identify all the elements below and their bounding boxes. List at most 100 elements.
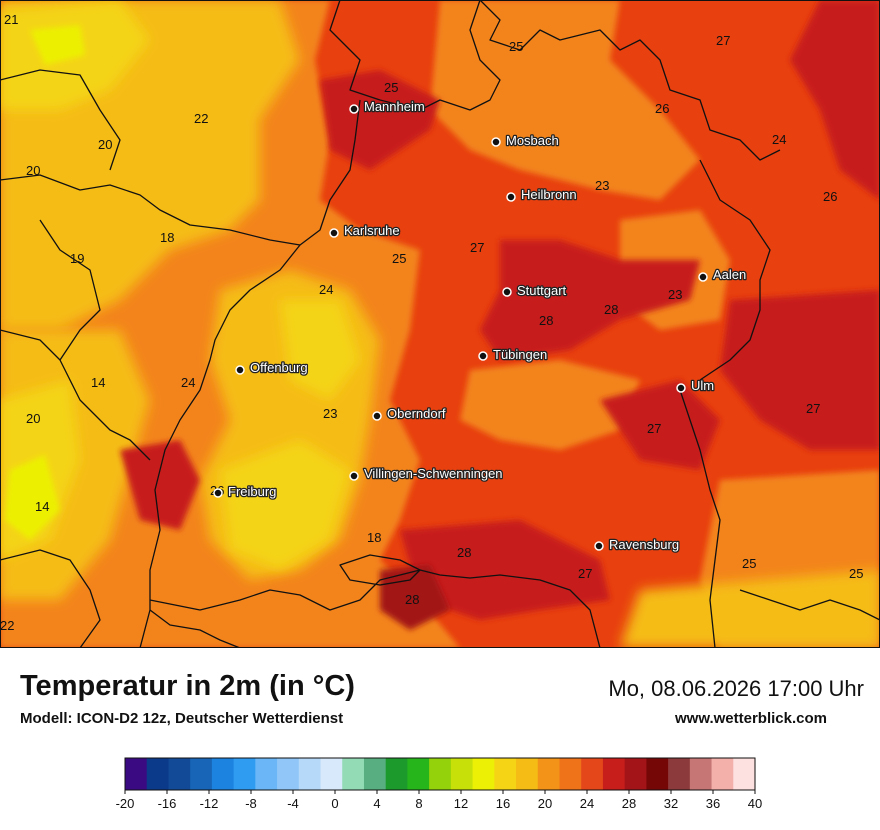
city-freiburg[interactable]: Freiburg <box>213 483 278 500</box>
temp-label: 25 <box>509 39 523 54</box>
city-oberndorf[interactable]: Oberndorf <box>372 405 447 422</box>
legend-tick-label: 16 <box>496 796 510 811</box>
temp-label: 18 <box>367 530 381 545</box>
temp-label: 28 <box>539 313 553 328</box>
temp-label: 22 <box>0 618 14 633</box>
city-markers: Mannheim Mosbach Heilbronn Karlsruhe Aal… <box>213 98 748 553</box>
temp-label: 20 <box>26 411 40 426</box>
city-label: Mannheim <box>364 99 425 114</box>
legend-tick-label: 32 <box>664 796 678 811</box>
field-zone-orange-center <box>460 360 640 450</box>
city-mannheim[interactable]: Mannheim <box>349 98 426 115</box>
legend-swatch <box>450 758 474 790</box>
field-zone-amber-south <box>620 570 880 648</box>
legend-swatch <box>385 758 409 790</box>
temperature-map[interactable]: 21 25 27 22 25 20 26 24 20 23 26 18 27 2… <box>0 0 880 648</box>
temp-label: 22 <box>194 111 208 126</box>
temp-label: 27 <box>806 401 820 416</box>
field-zone-hot-lake <box>400 520 610 620</box>
city-label: Karlsruhe <box>344 223 400 238</box>
state-border-north <box>329 0 501 111</box>
city-ravensburg[interactable]: Ravensburg <box>594 536 680 553</box>
city-dot <box>329 228 339 238</box>
legend-tick-label: 4 <box>373 796 380 811</box>
temp-label: 28 <box>457 545 471 560</box>
temp-label: 26 <box>823 189 837 204</box>
temp-label: 14 <box>91 375 105 390</box>
temperature-field <box>0 0 880 648</box>
city-label: Villingen-Schwenningen <box>364 466 503 481</box>
legend-swatch <box>363 758 387 790</box>
legend-swatch <box>190 758 213 790</box>
temp-label: 26 <box>655 101 669 116</box>
legend-swatch <box>559 758 582 790</box>
city-mosbach[interactable]: Mosbach <box>491 132 560 149</box>
city-dot <box>506 192 516 202</box>
city-offenburg[interactable]: Offenburg <box>235 359 309 376</box>
source-link[interactable]: www.wetterblick.com <box>675 710 827 727</box>
city-tuebingen[interactable]: Tübingen <box>478 346 549 363</box>
city-heilbronn[interactable]: Heilbronn <box>506 186 578 203</box>
legend-swatch <box>516 758 539 790</box>
city-dot <box>213 488 223 498</box>
city-dot <box>594 541 604 551</box>
field-zone-hot-stuttgart <box>480 240 700 360</box>
temp-label: 21 <box>4 12 18 27</box>
forecast-datetime: Mo, 08.06.2026 17:00 Uhr <box>608 676 864 701</box>
border-switzerland-south <box>149 609 241 648</box>
field-zone-hot-rhine <box>120 440 200 530</box>
temp-label: 24 <box>772 132 786 147</box>
legend-swatch <box>320 758 343 790</box>
temp-label: 18 <box>160 230 174 245</box>
border-austria-east <box>739 589 880 621</box>
legend-swatch <box>146 758 170 790</box>
city-label: Freiburg <box>228 484 276 499</box>
legend-swatch <box>125 758 148 790</box>
legend-ticks: -20 -16 -12 -8 -4 0 4 8 12 16 20 24 28 32 36 40 <box>116 790 762 811</box>
temp-label: 23 <box>323 406 337 421</box>
legend-tick-label: 12 <box>454 796 468 811</box>
temp-label: 27 <box>647 421 661 436</box>
color-legend: -20 -16 -12 -8 -4 0 4 8 12 16 20 24 28 32 36 40 <box>116 757 762 811</box>
legend-tick-label: -16 <box>158 796 177 811</box>
border-iller <box>679 389 721 648</box>
legend-swatch <box>602 758 626 790</box>
city-label: Mosbach <box>506 133 559 148</box>
field-zone-lime-sw <box>5 455 60 540</box>
city-aalen[interactable]: Aalen <box>698 266 748 283</box>
field-zone-orange-north <box>430 0 700 200</box>
temperature-labels: 21 25 27 22 25 20 26 24 20 23 26 18 27 2… <box>0 12 863 633</box>
city-karlsruhe[interactable]: Karlsruhe <box>329 222 401 239</box>
city-dot <box>478 351 488 361</box>
temp-label: 23 <box>668 287 682 302</box>
border-france-west <box>0 329 151 461</box>
city-ulm[interactable]: Ulm <box>676 377 715 394</box>
city-dot <box>698 272 708 282</box>
legend-swatch <box>342 758 365 790</box>
city-dot <box>502 287 512 297</box>
border-west-inner <box>39 219 101 361</box>
border-east <box>699 159 771 381</box>
city-dot <box>349 104 359 114</box>
temp-label: 14 <box>35 499 49 514</box>
legend-swatch <box>646 758 669 790</box>
legend-swatch <box>168 758 191 790</box>
legend-swatches <box>125 758 756 790</box>
legend-swatch <box>624 758 647 790</box>
city-stuttgart[interactable]: Stuttgart <box>502 282 568 299</box>
state-border-rlp <box>0 174 301 246</box>
temp-label: 25 <box>392 251 406 266</box>
legend-frame <box>124 757 756 791</box>
legend-swatch <box>233 758 256 790</box>
temp-label: 25 <box>849 566 863 581</box>
legend-swatch <box>537 758 561 790</box>
legend-swatch <box>298 758 322 790</box>
legend-tick-label: 40 <box>748 796 762 811</box>
legend-tick-label: 24 <box>580 796 594 811</box>
legend-tick-label: -8 <box>245 796 257 811</box>
field-zone-darkred-lake <box>380 565 450 630</box>
legend-swatch <box>711 758 734 790</box>
city-villingen-schwenningen[interactable]: Villingen-Schwenningen <box>349 465 504 482</box>
model-info: Modell: ICON-D2 12z, Deutscher Wetterdie… <box>20 710 344 727</box>
legend-tick-label: 20 <box>538 796 552 811</box>
